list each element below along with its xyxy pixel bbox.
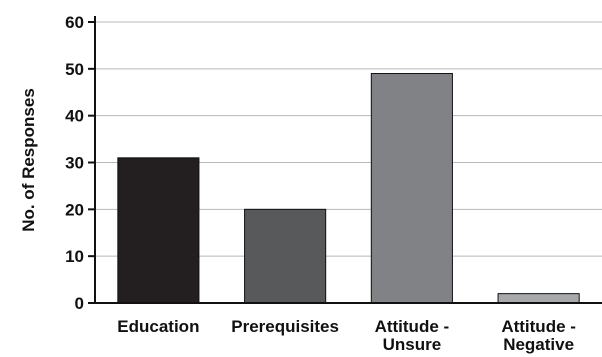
axes xyxy=(88,16,602,304)
y-tick-label: 10 xyxy=(65,247,84,266)
y-tick-label: 40 xyxy=(65,107,84,126)
y-tick-label: 30 xyxy=(65,154,84,173)
category-label-line: Attitude - xyxy=(501,317,576,336)
y-tick-label: 0 xyxy=(75,294,84,313)
y-tick-label: 20 xyxy=(65,200,84,219)
y-axis-title: No. of Responses xyxy=(19,88,38,232)
category-label-line: Negative xyxy=(503,335,574,354)
bar xyxy=(117,157,200,304)
y-tick-label: 60 xyxy=(65,13,84,32)
category-labels: Education Prerequisites Attitude -UnsureAt… xyxy=(117,317,576,354)
y-tick-label: 50 xyxy=(65,60,84,79)
category-label-line: Education xyxy=(117,317,199,336)
category-label-line: Unsure xyxy=(383,335,442,354)
bar xyxy=(497,293,580,304)
bar xyxy=(244,208,327,304)
y-tick-labels: 0 10 20 30 40 50 60 xyxy=(65,13,84,313)
bar xyxy=(370,73,453,304)
category-label: Attitude -Unsure xyxy=(375,317,450,354)
category-label: Prerequisites xyxy=(231,317,339,336)
category-label-line: Prerequisites xyxy=(231,317,339,336)
bars xyxy=(117,73,580,304)
category-label-line: Attitude - xyxy=(375,317,450,336)
category-label: Attitude -Negative xyxy=(501,317,576,354)
category-label: Education xyxy=(117,317,199,336)
